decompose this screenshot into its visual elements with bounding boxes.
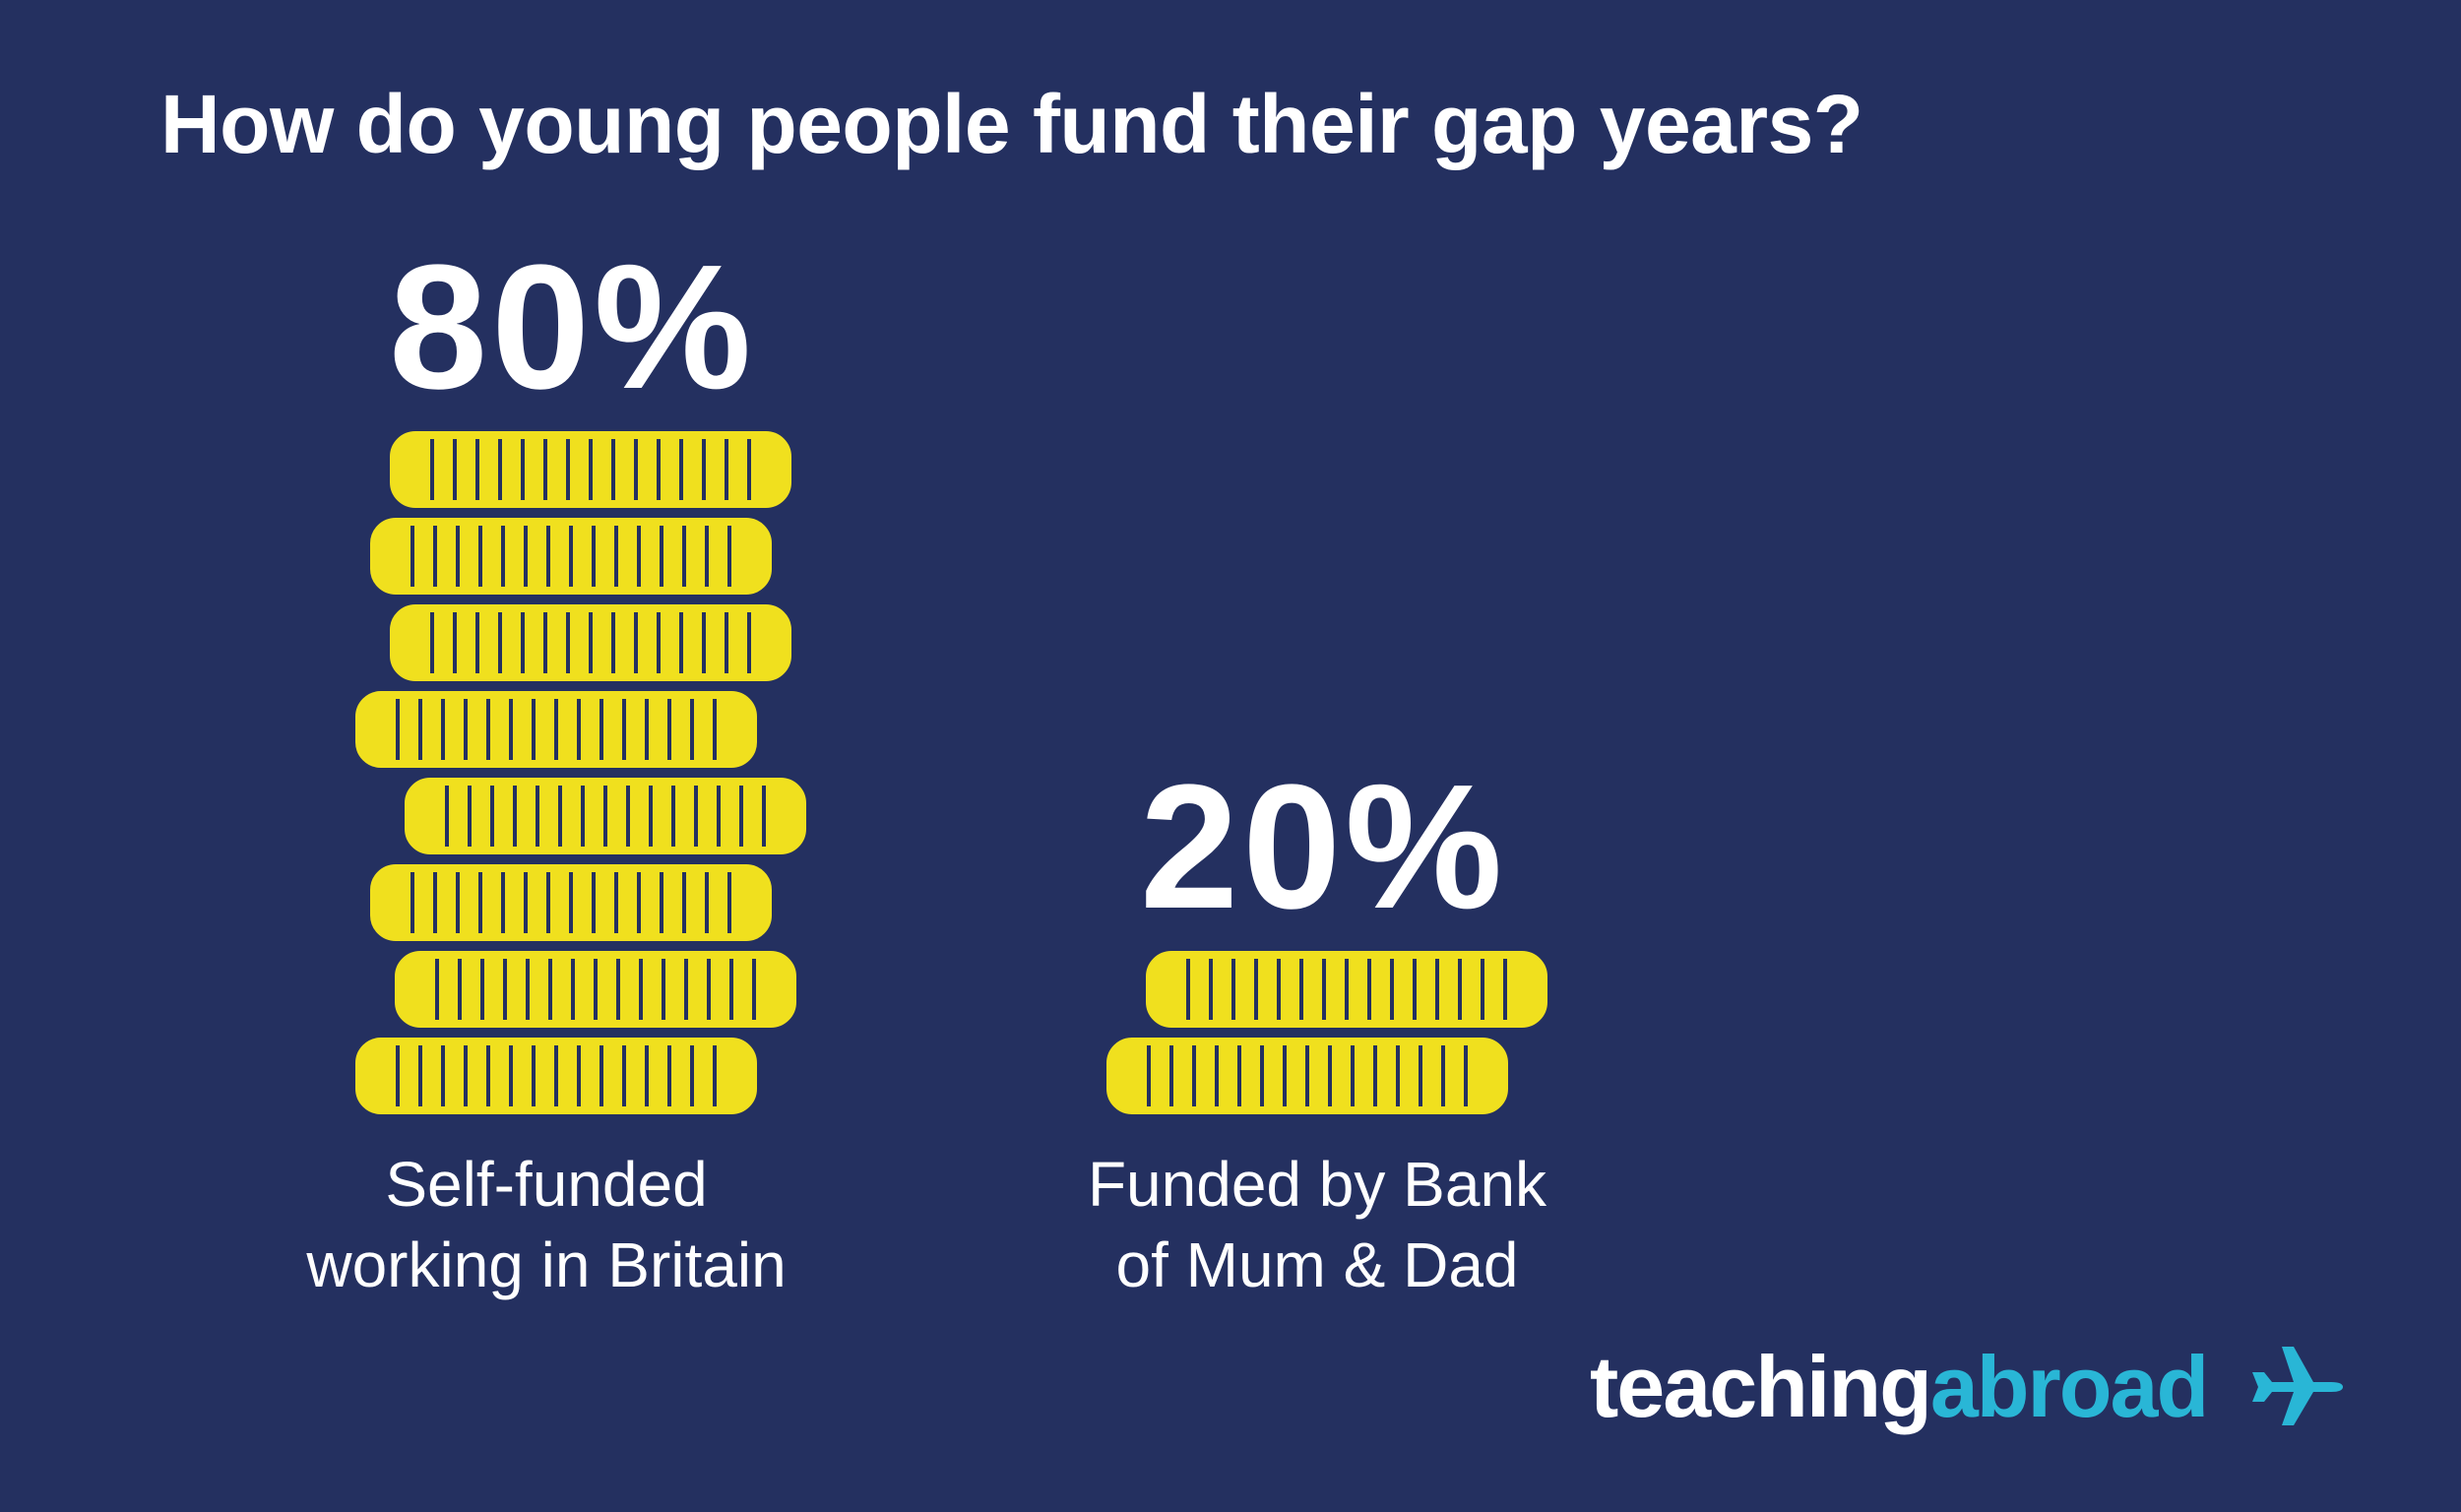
value-label: 80% <box>389 228 756 426</box>
coin-bar-segment <box>355 1038 757 1114</box>
coin-bar-segment <box>405 778 806 854</box>
coin-bar-segment <box>395 951 796 1028</box>
brand-logo-part2: abroad <box>1929 1338 2209 1435</box>
category-label-line: of Mum & Dad <box>1115 1229 1519 1300</box>
page-title: How do young people fund their gap years… <box>160 78 1863 170</box>
coin-bar-segment <box>370 864 772 941</box>
coin-bar-segment <box>390 604 791 681</box>
coin-bar-segment <box>370 518 772 595</box>
brand-logo-part1: teaching <box>1590 1338 1932 1435</box>
category-label: Self-funded working in Britain <box>202 1144 891 1305</box>
category-label-line: Funded by Bank <box>1087 1149 1547 1220</box>
category-label-line: Self-funded <box>385 1149 708 1220</box>
category-label-line: working in Britain <box>306 1229 787 1300</box>
airplane-icon <box>2252 1347 2343 1425</box>
category-label: Funded by Bank of Mum & Dad <box>973 1144 1662 1305</box>
value-label: 20% <box>1140 748 1507 946</box>
brand-logo: teachingabroad <box>1590 1344 2209 1430</box>
coin-bar-segment <box>390 431 791 508</box>
coin-bar-segment <box>1146 951 1547 1028</box>
coin-bar-segment <box>355 691 757 768</box>
coin-bar-segment <box>1106 1038 1508 1114</box>
